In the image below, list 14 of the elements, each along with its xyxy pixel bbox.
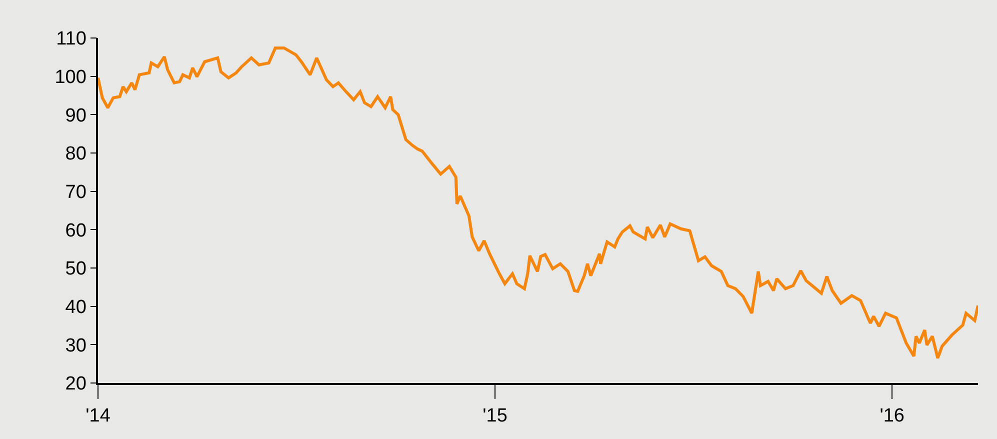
y-tick-label: 70	[65, 182, 86, 203]
x-tick-label: '14	[86, 406, 111, 427]
line-series	[98, 46, 978, 360]
y-tick-label: 50	[65, 258, 86, 280]
y-tick-label: 20	[65, 374, 86, 395]
y-tick-label: 100	[54, 66, 86, 88]
y-tick-label: 110	[56, 28, 86, 50]
x-tick-label: '16	[880, 406, 904, 427]
y-tick-label: 80	[65, 144, 86, 165]
y-tick-label: 40	[65, 296, 86, 318]
x-tick-label: '15	[482, 406, 508, 427]
y-tick-label: 60	[65, 220, 86, 242]
y-tick-label: 90	[65, 105, 86, 126]
y-tick-label: 30	[65, 335, 86, 356]
